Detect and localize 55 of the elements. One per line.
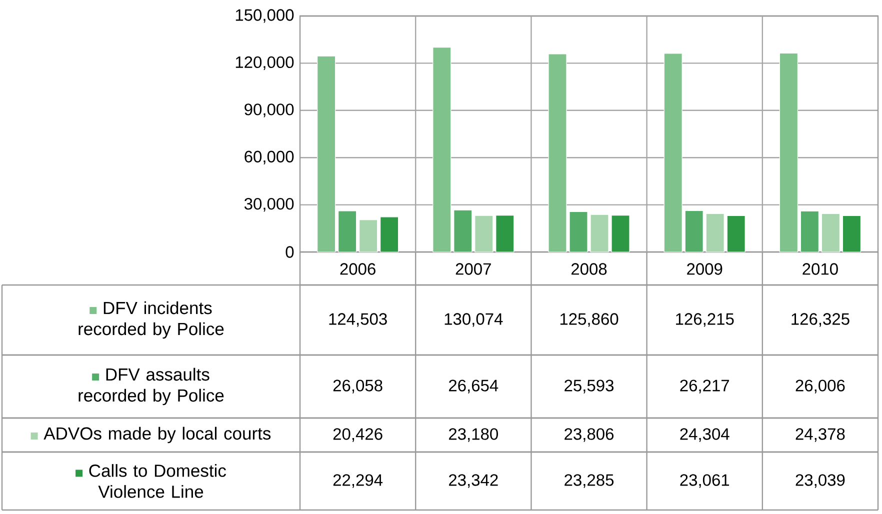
bar (684, 210, 704, 252)
y-tick-label: 150,000 (236, 9, 294, 23)
bar (569, 211, 588, 252)
data-label: 23,039 (796, 474, 845, 488)
y-tick-label: 60,000 (244, 150, 294, 164)
x-tick-label: 2009 (687, 263, 722, 275)
bar (474, 215, 494, 252)
bar (359, 220, 378, 252)
legend-label: ADVOs made by local courts (44, 426, 271, 444)
bar (611, 215, 630, 252)
data-label: 20,426 (333, 428, 382, 442)
bar (706, 213, 724, 252)
data-label: 25,593 (564, 380, 614, 394)
x-tick-label: 2007 (456, 263, 491, 275)
legend-label: DFV incidents recorded by Police (78, 301, 224, 339)
data-label: 126,325 (792, 313, 850, 327)
x-tick-label: 2008 (571, 263, 607, 275)
bar (821, 213, 840, 252)
data-label: 125,860 (560, 313, 618, 327)
data-label: 22,294 (333, 474, 383, 488)
bar (800, 210, 820, 252)
data-label: 23,180 (449, 428, 498, 442)
data-label: 26,058 (333, 380, 382, 394)
data-label: 26,006 (796, 380, 845, 394)
bar (664, 53, 682, 252)
bar (548, 54, 567, 252)
bar (454, 210, 472, 252)
data-label: 23,285 (564, 474, 614, 488)
data-label: 126,215 (676, 313, 734, 327)
x-tick-label: 2006 (340, 263, 376, 275)
data-label: 130,074 (444, 313, 503, 327)
data-label: 23,061 (680, 474, 730, 488)
bar (380, 216, 399, 252)
y-tick-label: 90,000 (244, 104, 294, 118)
bar (432, 47, 452, 252)
data-label: 124,503 (329, 313, 387, 327)
bar (590, 214, 609, 252)
data-label: 24,378 (796, 428, 845, 442)
legend-label: Calls to Domestic Violence Line (89, 464, 226, 498)
y-tick-label: 30,000 (244, 198, 294, 212)
data-label: 26,654 (449, 380, 498, 394)
data-label: 26,217 (680, 380, 729, 394)
bar (317, 56, 336, 252)
data-label: 23,342 (449, 474, 498, 488)
data-label: 23,806 (564, 428, 614, 442)
legend-label: DFV assaults recorded by Police (78, 368, 224, 406)
bar (496, 214, 514, 252)
bar (726, 215, 746, 252)
bar (338, 210, 357, 252)
data-label: 24,304 (680, 428, 730, 442)
y-tick-label: 120,000 (236, 56, 294, 70)
bar (779, 52, 798, 252)
y-tick-label: 0 (286, 246, 294, 258)
x-tick-label: 2010 (802, 263, 838, 275)
bar (842, 215, 862, 252)
